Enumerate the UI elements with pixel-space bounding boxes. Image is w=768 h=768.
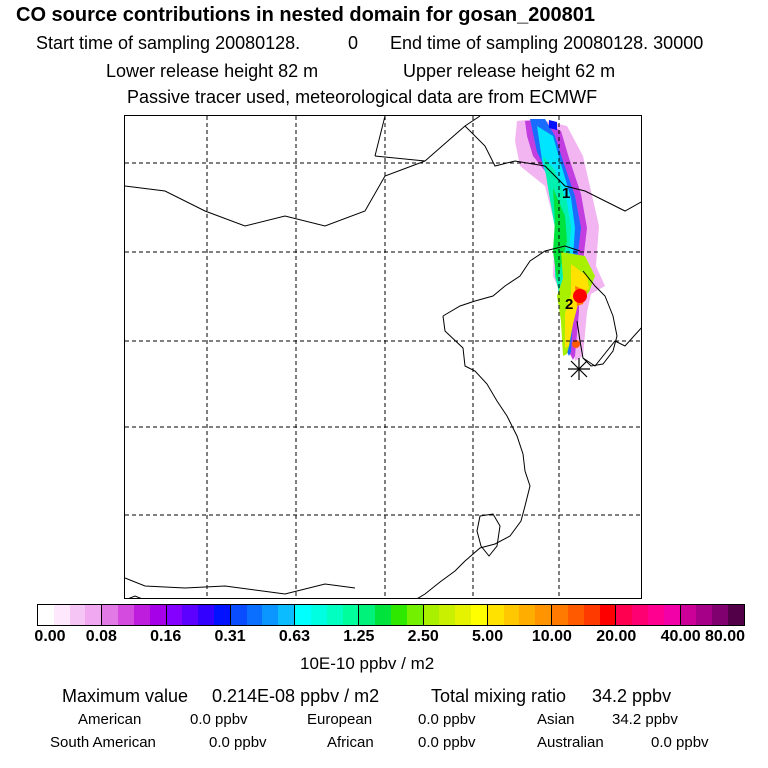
colorbar-swatch bbox=[198, 605, 214, 625]
tracer-note: Passive tracer used, meteorological data… bbox=[127, 87, 598, 107]
colorbar-swatch bbox=[696, 605, 713, 625]
colorbar-swatch bbox=[230, 605, 247, 625]
colorbar-swatch bbox=[38, 605, 54, 625]
colorbar-unit: 10E-10 ppbv / m2 bbox=[300, 654, 435, 673]
colorbar-tick-label: 1.25 bbox=[343, 628, 375, 645]
colorbar-swatch bbox=[616, 605, 633, 625]
start-time-label: Start time of sampling 20080128. bbox=[36, 33, 301, 53]
colorbar-swatch bbox=[53, 605, 70, 625]
region-asian-name: Asian bbox=[537, 711, 575, 728]
map-panel: 1 2 bbox=[124, 115, 642, 599]
colorbar-swatch bbox=[213, 605, 230, 625]
max-value-label: Maximum value bbox=[62, 686, 189, 706]
colorbar-swatch bbox=[535, 605, 552, 625]
colorbar-swatch bbox=[503, 605, 520, 625]
colorbar-swatch bbox=[455, 605, 472, 625]
colorbar-segment bbox=[680, 605, 744, 625]
total-mixing-value: 34.2 ppbv bbox=[592, 686, 672, 706]
colorbar-swatch bbox=[375, 605, 391, 625]
asterisk-station-icon bbox=[568, 358, 590, 380]
region-european-name: European bbox=[307, 711, 373, 728]
map-marker-1: 2 bbox=[565, 296, 573, 313]
colorbar-swatch bbox=[182, 605, 199, 625]
colorbar-segment bbox=[487, 605, 553, 625]
region-american-name: American bbox=[78, 711, 142, 728]
upper-release-height: Upper release height 62 m bbox=[403, 61, 616, 81]
colorbar-swatch bbox=[519, 605, 536, 625]
colorbar-swatch bbox=[552, 605, 568, 625]
colorbar-tick-label: 2.50 bbox=[407, 628, 439, 645]
colorbar-swatch bbox=[390, 605, 407, 625]
colorbar-segment bbox=[423, 605, 488, 625]
colorbar-tick-label: 80.00 bbox=[704, 628, 746, 645]
region-australian-name: Australian bbox=[537, 734, 604, 751]
concentration-plume bbox=[515, 119, 605, 361]
colorbar-swatch bbox=[295, 605, 311, 625]
colorbar-segment bbox=[359, 605, 424, 625]
colorbar-swatch bbox=[262, 605, 279, 625]
colorbar-tick-label: 10.00 bbox=[531, 628, 572, 645]
colorbar-swatch bbox=[342, 605, 359, 625]
start-time-value: 0 bbox=[348, 33, 359, 53]
colorbar-tick-label: 0.08 bbox=[85, 628, 117, 645]
region-asian-value: 34.2 ppbv bbox=[612, 711, 678, 728]
colorbar-swatch bbox=[310, 605, 327, 625]
colorbar-swatch bbox=[149, 605, 166, 625]
colorbar-swatch bbox=[326, 605, 343, 625]
colorbar-segment bbox=[295, 605, 360, 625]
region-south-american-name: South American bbox=[50, 734, 156, 751]
total-mixing-label: Total mixing ratio bbox=[431, 686, 567, 706]
map-marker-2: 1 bbox=[562, 185, 570, 202]
colorbar-swatch bbox=[166, 605, 183, 625]
region-african-name: African bbox=[327, 734, 374, 751]
colorbar-tick-label: 20.00 bbox=[596, 628, 637, 645]
colorbar-swatch bbox=[648, 605, 664, 625]
colorbar-swatch bbox=[599, 605, 616, 625]
colorbar-swatch bbox=[118, 605, 134, 625]
colorbar-segment bbox=[230, 605, 296, 625]
colorbar-swatch bbox=[85, 605, 102, 625]
colorbar-swatch bbox=[246, 605, 263, 625]
lower-release-height: Lower release height 82 m bbox=[106, 61, 319, 81]
colorbar-swatch bbox=[102, 605, 119, 625]
colorbar-tick-label: 40.00 bbox=[660, 628, 701, 645]
colorbar-segment bbox=[616, 605, 681, 625]
colorbar-swatch bbox=[423, 605, 440, 625]
colorbar-swatch bbox=[567, 605, 584, 625]
colorbar-swatch bbox=[359, 605, 376, 625]
colorbar-segment bbox=[166, 605, 231, 625]
colorbar-tick-label: 0.16 bbox=[150, 628, 182, 645]
region-australian-value: 0.0 ppbv bbox=[651, 734, 709, 751]
colorbar-swatch bbox=[663, 605, 680, 625]
colorbar-swatch bbox=[712, 605, 729, 625]
end-time-label: End time of sampling 20080128. 30000 bbox=[390, 33, 704, 53]
colorbar-segment bbox=[38, 605, 103, 625]
region-south-american-value: 0.0 ppbv bbox=[209, 734, 267, 751]
region-african-value: 0.0 ppbv bbox=[418, 734, 476, 751]
region-european-value: 0.0 ppbv bbox=[418, 711, 476, 728]
region-american-value: 0.0 ppbv bbox=[190, 711, 248, 728]
colorbar-swatch bbox=[728, 605, 744, 625]
colorbar-tick-label: 0.00 bbox=[34, 628, 66, 645]
colorbar-swatch bbox=[471, 605, 487, 625]
colorbar-swatch bbox=[439, 605, 456, 625]
colorbar-swatch bbox=[487, 605, 504, 625]
colorbar-swatch bbox=[278, 605, 295, 625]
colorbar-tick-label: 5.00 bbox=[471, 628, 504, 645]
colorbar-tick-label: 0.31 bbox=[214, 628, 246, 645]
colorbar-swatch bbox=[583, 605, 600, 625]
colorbar-swatch bbox=[632, 605, 649, 625]
colorbar-swatch bbox=[406, 605, 423, 625]
colorbar-segment bbox=[552, 605, 617, 625]
colorbar-segment bbox=[102, 605, 167, 625]
lat-lon-grid bbox=[125, 116, 641, 598]
colorbar-tick-label: 0.63 bbox=[278, 628, 311, 645]
colorbar-swatch bbox=[133, 605, 150, 625]
colorbar bbox=[37, 604, 745, 626]
plot-title: CO source contributions in nested domain… bbox=[16, 4, 596, 26]
colorbar-swatch bbox=[680, 605, 697, 625]
colorbar-swatch bbox=[69, 605, 86, 625]
map-canvas: 1 2 bbox=[125, 116, 641, 598]
max-value: 0.214E-08 ppbv / m2 bbox=[212, 686, 380, 706]
